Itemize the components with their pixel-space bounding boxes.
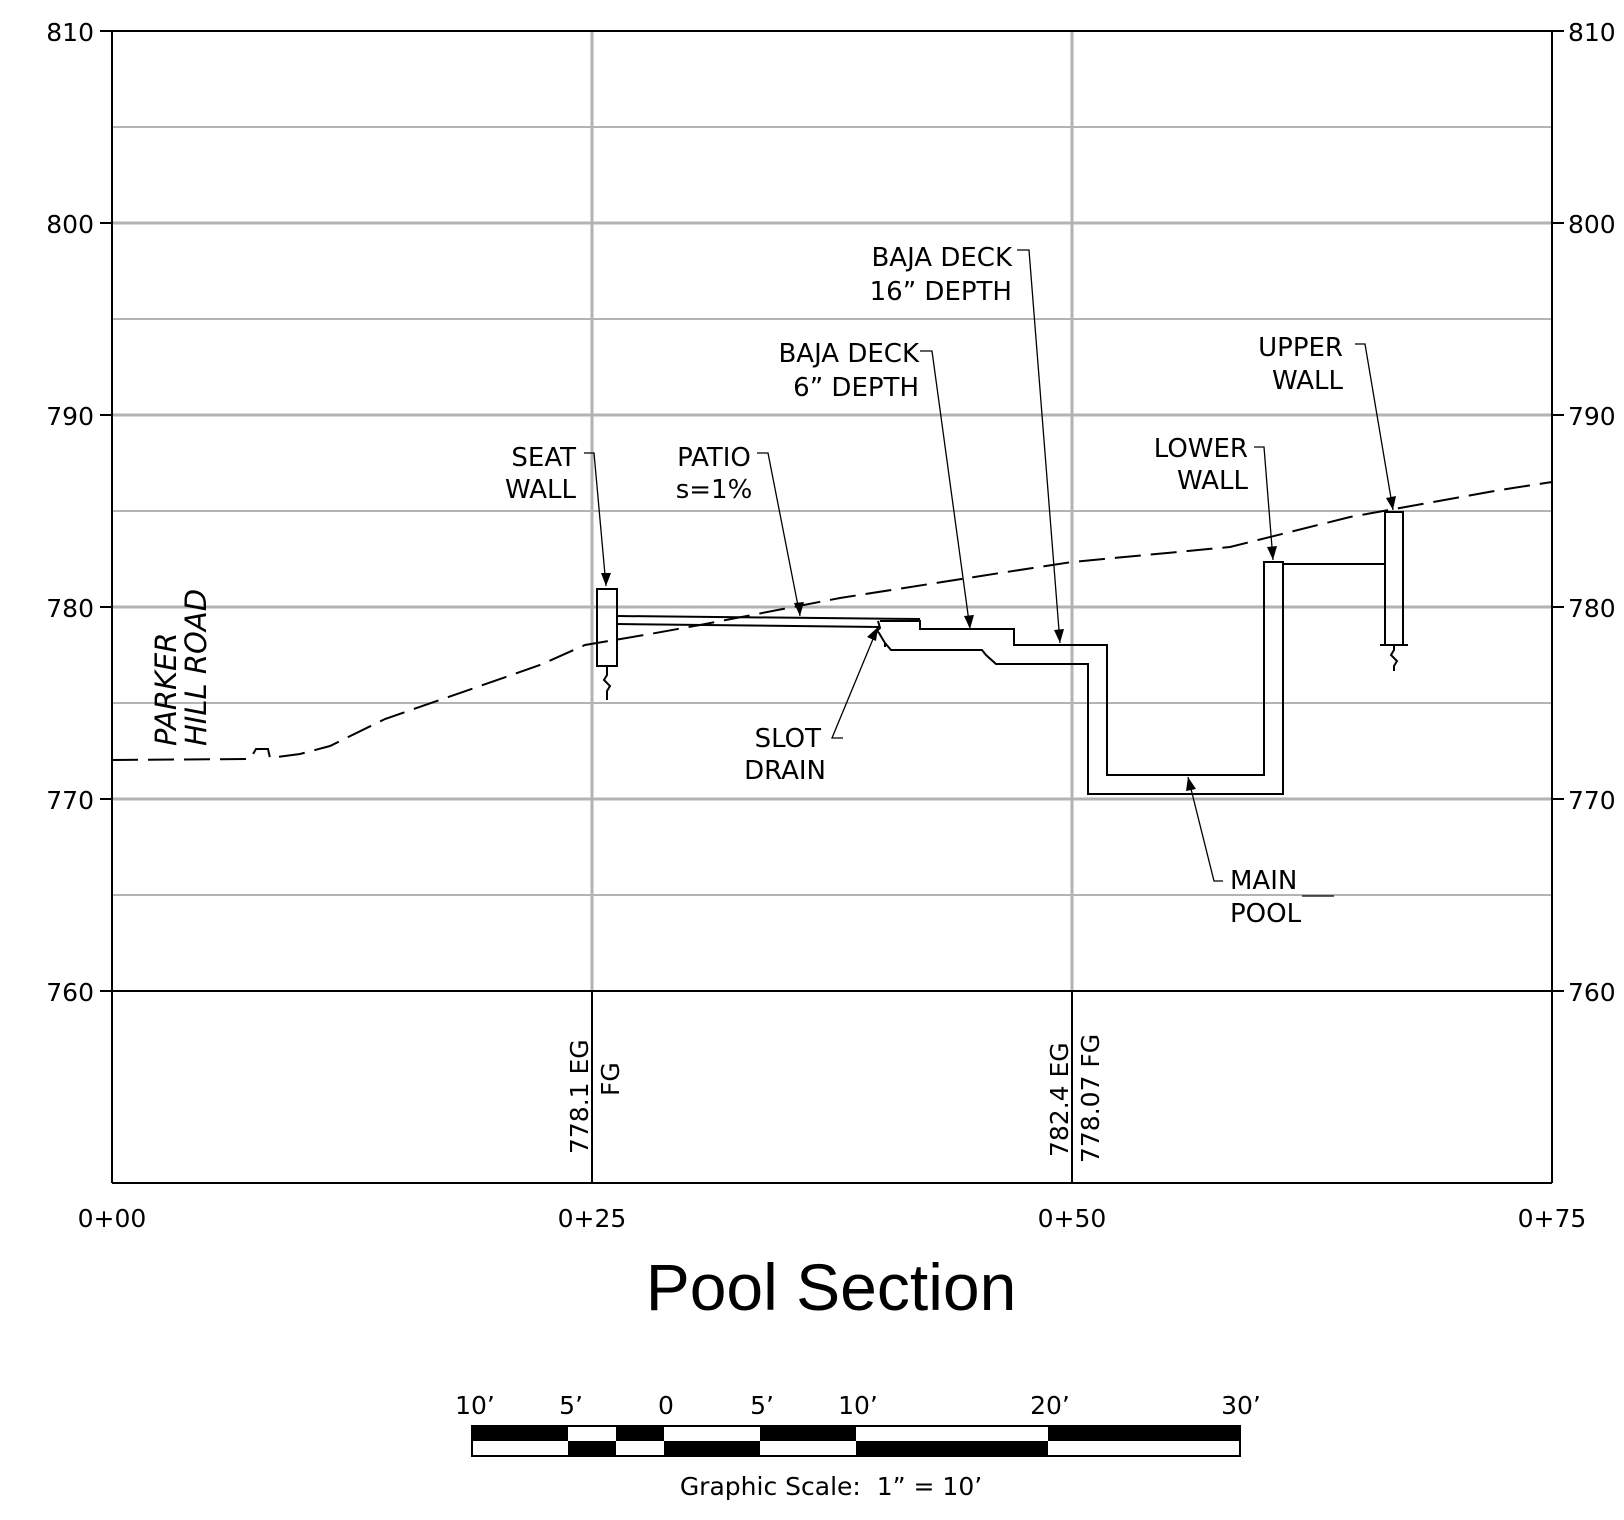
callout-text: WALL <box>505 475 577 505</box>
callout-main-pool: MAIN POOL <box>1230 866 1302 929</box>
slot-drain <box>875 620 886 647</box>
existing-ground-line <box>111 481 1553 761</box>
elev-label-right: 810 <box>1568 18 1616 47</box>
callout-lower-wall: LOWER WALL <box>1154 434 1249 496</box>
road-label-line2: HILL ROAD <box>179 589 213 746</box>
elev-label-left: 800 <box>46 210 94 239</box>
grade-readout-sta-50-fg: 778.07 FG <box>1076 1034 1105 1163</box>
grid <box>112 31 1552 991</box>
scale-label: 5’ <box>559 1391 583 1420</box>
graphic-scale: 10’ 5’ 0 5’ 10’ 20’ 30’ Graphic Scale: 1… <box>455 1391 1261 1501</box>
callout-text: MAIN <box>1230 866 1297 896</box>
grade-readout-sta-25: 778.1 EG <box>565 1039 594 1154</box>
callout-text: PATIO <box>677 443 751 473</box>
scale-label: 20’ <box>1030 1391 1070 1420</box>
callout-text: WALL <box>1177 466 1249 496</box>
callout-seat-wall: SEAT WALL <box>505 443 577 505</box>
callout-text: SLOT <box>755 724 822 754</box>
callout-text: POOL <box>1230 899 1302 929</box>
station-labels: 0+00 0+25 0+50 0+75 <box>78 1204 1587 1233</box>
callout-text: BAJA DECK <box>871 243 1012 273</box>
road-label: PARKER HILL ROAD <box>149 589 213 746</box>
grade-eg: 778.1 EG <box>565 1039 594 1154</box>
callout-text: SEAT <box>511 443 576 473</box>
grade-readout-sta-50: 782.4 EG <box>1045 1042 1074 1157</box>
callout-text: WALL <box>1272 366 1344 396</box>
elev-label-left: 760 <box>46 978 94 1007</box>
grade-readout-sta-25-fg: FG <box>596 1062 625 1096</box>
leader-arrowheads <box>601 496 1396 791</box>
station-label: 0+25 <box>558 1204 627 1233</box>
elev-label-right: 760 <box>1568 978 1616 1007</box>
elev-label-right: 770 <box>1568 786 1616 815</box>
elevation-ticks: 810 800 790 780 770 760 810 800 790 780 … <box>46 18 1615 1007</box>
station-label: 0+50 <box>1038 1204 1107 1233</box>
elev-label-left: 810 <box>46 18 94 47</box>
callout-text: 16” DEPTH <box>870 277 1012 307</box>
callout-text: UPPER <box>1258 333 1343 363</box>
elev-label-left: 780 <box>46 594 94 623</box>
road-label-line1: PARKER <box>149 632 183 746</box>
callout-text: s=1% <box>676 475 753 505</box>
callout-baja-deck-16: BAJA DECK 16” DEPTH <box>870 243 1013 307</box>
elev-label-right: 780 <box>1568 594 1616 623</box>
scale-caption: Graphic Scale: 1” = 10’ <box>680 1472 982 1501</box>
callout-text: DRAIN <box>744 756 826 786</box>
callout-upper-wall: UPPER WALL <box>1258 333 1343 396</box>
station-label: 0+00 <box>78 1204 147 1233</box>
elev-label-left: 790 <box>46 402 94 431</box>
callout-text: BAJA DECK <box>778 339 919 369</box>
scale-label: 30’ <box>1221 1391 1261 1420</box>
callout-text: LOWER <box>1154 434 1248 464</box>
leaders <box>584 249 1394 897</box>
callout-baja-deck-6: BAJA DECK 6” DEPTH <box>778 339 919 403</box>
scale-label: 10’ <box>838 1391 878 1420</box>
station-label: 0+75 <box>1518 1204 1587 1233</box>
callout-slot-drain: SLOT DRAIN <box>744 724 826 786</box>
drawing-title: Pool Section <box>646 1250 1017 1324</box>
scale-label: 5’ <box>750 1391 774 1420</box>
grade-fg: FG <box>596 1062 625 1096</box>
grade-fg: 778.07 FG <box>1076 1034 1105 1163</box>
seat-wall <box>596 588 618 700</box>
elev-label-left: 770 <box>46 786 94 815</box>
elev-label-right: 790 <box>1568 402 1616 431</box>
scale-label: 10’ <box>455 1391 495 1420</box>
callout-text: 6” DEPTH <box>793 373 919 403</box>
elev-label-right: 800 <box>1568 210 1616 239</box>
patio-slab <box>616 615 921 628</box>
scale-label: 0 <box>658 1391 674 1420</box>
grade-eg: 782.4 EG <box>1045 1042 1074 1157</box>
upper-wall <box>1283 511 1408 671</box>
callout-patio: PATIO s=1% <box>676 443 753 505</box>
baja-decks <box>880 561 1284 795</box>
